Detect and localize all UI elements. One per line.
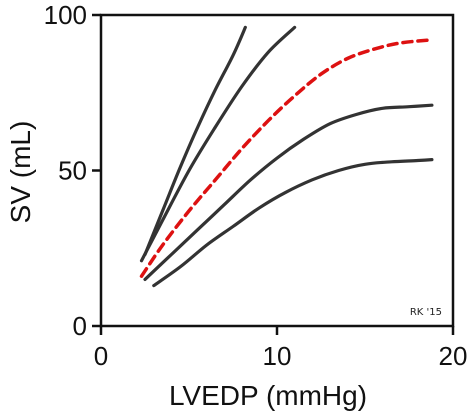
credit-annotation: RK '15 xyxy=(410,307,442,318)
x-axis-title: LVEDP (mmHg) xyxy=(169,380,367,411)
y-tick-label: 100 xyxy=(44,0,87,30)
x-tick-label: 20 xyxy=(439,341,468,371)
curve-1 xyxy=(143,25,247,257)
y-axis-title: SV (mL) xyxy=(5,121,36,224)
plot-frame xyxy=(99,13,455,328)
ticks-layer: 0 10 20 0 50 100 xyxy=(44,0,468,371)
curve-4 xyxy=(143,103,434,281)
x-tick-label: 10 xyxy=(263,341,292,371)
y-tick-label: 50 xyxy=(58,156,87,186)
dashed-curve-3 xyxy=(139,38,434,278)
y-tick-label: 0 xyxy=(73,311,87,341)
curve-2 xyxy=(139,25,297,263)
curves-layer xyxy=(139,25,434,288)
x-tick-label: 0 xyxy=(94,341,108,371)
curve-5 xyxy=(152,158,434,288)
